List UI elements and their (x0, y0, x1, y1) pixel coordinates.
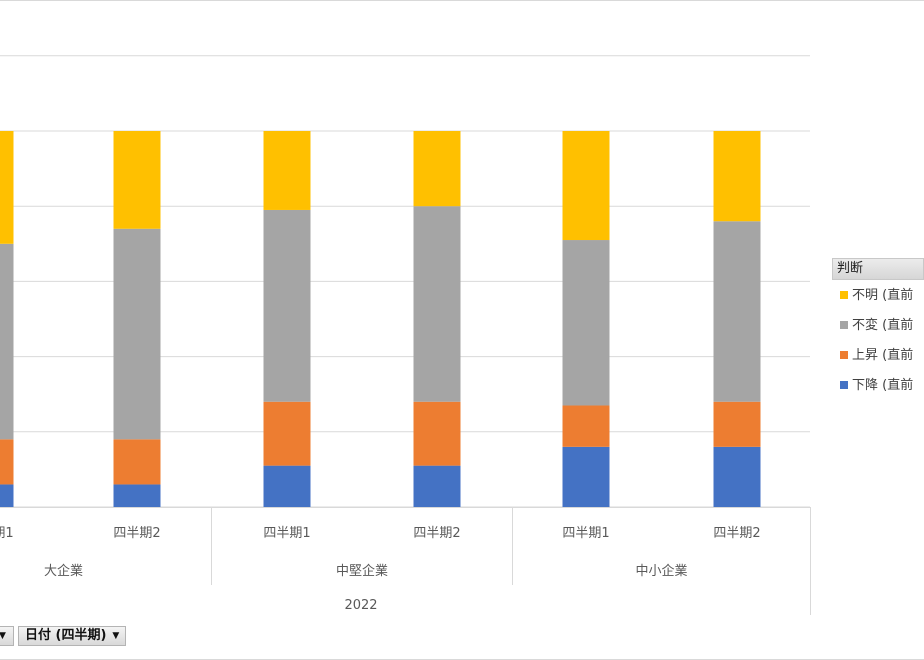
bar-segment (562, 405, 610, 447)
legend: 判断 不明 (直前 不変 (直前 上昇 (直前 下降 (直前 (832, 258, 924, 408)
bar-segment (0, 439, 14, 485)
bar-segment (413, 401, 461, 466)
bar-segment (713, 446, 761, 507)
bar-segment (562, 240, 610, 406)
legend-item[interactable]: 不変 (直前 (840, 316, 913, 336)
bar-segment (0, 131, 14, 244)
tick-label: 四半期1 (562, 526, 609, 541)
legend-title: 判断 (832, 258, 924, 280)
bar-segment (713, 131, 761, 222)
bar-segment (0, 484, 14, 507)
bar-segment (0, 243, 14, 440)
bar-stacks (0, 131, 761, 507)
legend-label: 下降 (直前 (852, 378, 914, 393)
bar-segment (562, 446, 610, 507)
field-button-date[interactable]: 日付 (四半期) ▼ (18, 626, 127, 646)
bar-segment (713, 401, 761, 447)
legend-swatch (840, 320, 848, 329)
bar-segment (263, 465, 311, 507)
field-button-label-date: 日付 (四半期) (25, 628, 107, 643)
bar-segment (263, 209, 311, 402)
bar-segment (113, 131, 161, 229)
legend-swatch (840, 380, 848, 389)
bar-segment (263, 401, 311, 466)
legend-item[interactable]: 下降 (直前 (840, 376, 913, 396)
legend-swatch (840, 290, 848, 299)
dropdown-arrow-icon: ▼ (0, 631, 6, 641)
legend-label: 上昇 (直前 (852, 348, 914, 363)
category-axis: 四半期1 四半期2 大企業 四半期1 四半期2 中堅企業 四半期1 四半期2 中小企業 2022 (0, 507, 811, 615)
bar-segment (113, 484, 161, 507)
group-label: 中小企業 (635, 563, 687, 579)
year-label: 2022 (344, 598, 377, 613)
legend-label: 不変 (直前 (852, 318, 914, 333)
bar-segment (263, 131, 311, 210)
tick-label: 四半期1 (263, 526, 310, 541)
tick-label: 四半期2 (713, 526, 760, 541)
tick-label: 四半期2 (113, 526, 160, 541)
tick-label: 四半期1 (0, 526, 14, 541)
bar-segment (413, 131, 461, 207)
bar-segment (562, 131, 610, 241)
dropdown-arrow-icon: ▼ (112, 631, 120, 641)
group-label: 中堅企業 (336, 563, 388, 579)
bar-segment (713, 221, 761, 402)
tick-label: 四半期2 (413, 526, 460, 541)
bar-segment (113, 439, 161, 485)
bar-segment (413, 465, 461, 507)
group-label: 大企業 (44, 563, 83, 579)
legend-item[interactable]: 上昇 (直前 (840, 346, 913, 366)
bar-segment (413, 206, 461, 402)
bar-segment (113, 228, 161, 440)
legend-label: 不明 (直前 (852, 288, 914, 303)
field-button-partial[interactable]: ▼ (0, 626, 14, 646)
legend-item[interactable]: 不明 (直前 (840, 286, 913, 306)
legend-swatch (840, 350, 848, 359)
